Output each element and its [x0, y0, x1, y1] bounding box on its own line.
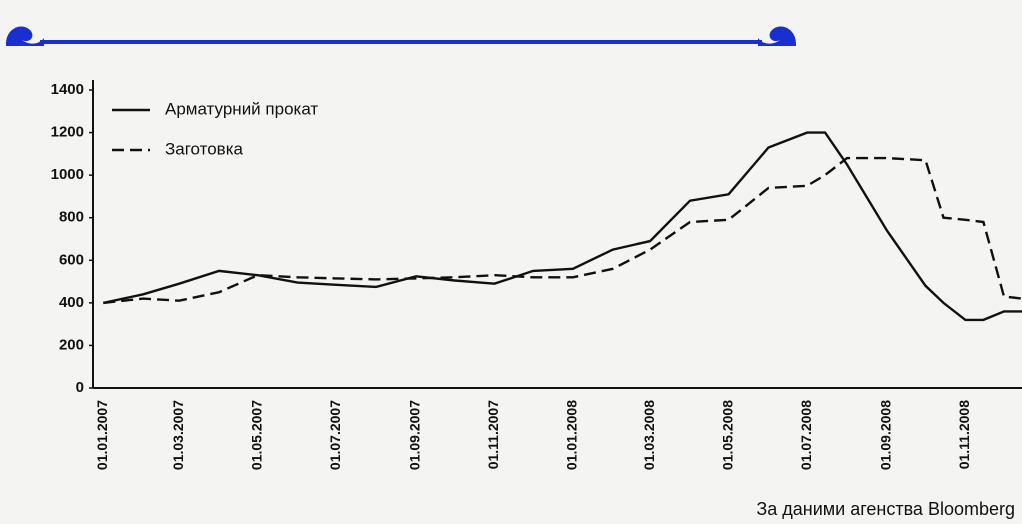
- ornament: [6, 26, 44, 46]
- legend-label: Заготовка: [165, 139, 244, 158]
- x-tick-label: 01.05.2007: [248, 400, 264, 470]
- y-tick-label: 1200: [51, 124, 84, 141]
- x-tick-label: 01.05.2008: [719, 400, 735, 470]
- x-tick-label: 01.03.2007: [170, 400, 186, 470]
- header-decoration: [6, 26, 796, 46]
- y-tick-label: 0: [76, 379, 84, 396]
- y-tick-label: 1000: [51, 166, 84, 183]
- y-tick-label: 200: [59, 336, 84, 353]
- source-note: За даними агенства Bloomberg: [756, 499, 1015, 519]
- series-line: [103, 131, 1022, 322]
- x-tick-label: 01.11.2007: [485, 400, 501, 470]
- x-tick-label: 01.03.2008: [641, 400, 657, 470]
- y-tick-label: 800: [59, 209, 84, 226]
- ornament: [758, 26, 796, 46]
- x-tick-label: 01.01.2008: [564, 400, 580, 470]
- x-tick-label: 01.09.2008: [878, 400, 894, 470]
- x-tick-label: 01.11.2008: [956, 400, 972, 470]
- x-tick-label: 01.01.2007: [94, 400, 110, 470]
- x-tick-label: 01.07.2008: [798, 400, 814, 470]
- y-tick-label: 600: [59, 251, 84, 268]
- y-tick-label: 1400: [51, 81, 84, 98]
- series-line: [103, 156, 1022, 305]
- legend-label: Арматурний прокат: [165, 99, 318, 118]
- y-tick-label: 400: [59, 294, 84, 311]
- x-tick-label: 01.07.2007: [327, 400, 343, 470]
- x-tick-label: 01.09.2007: [407, 400, 423, 470]
